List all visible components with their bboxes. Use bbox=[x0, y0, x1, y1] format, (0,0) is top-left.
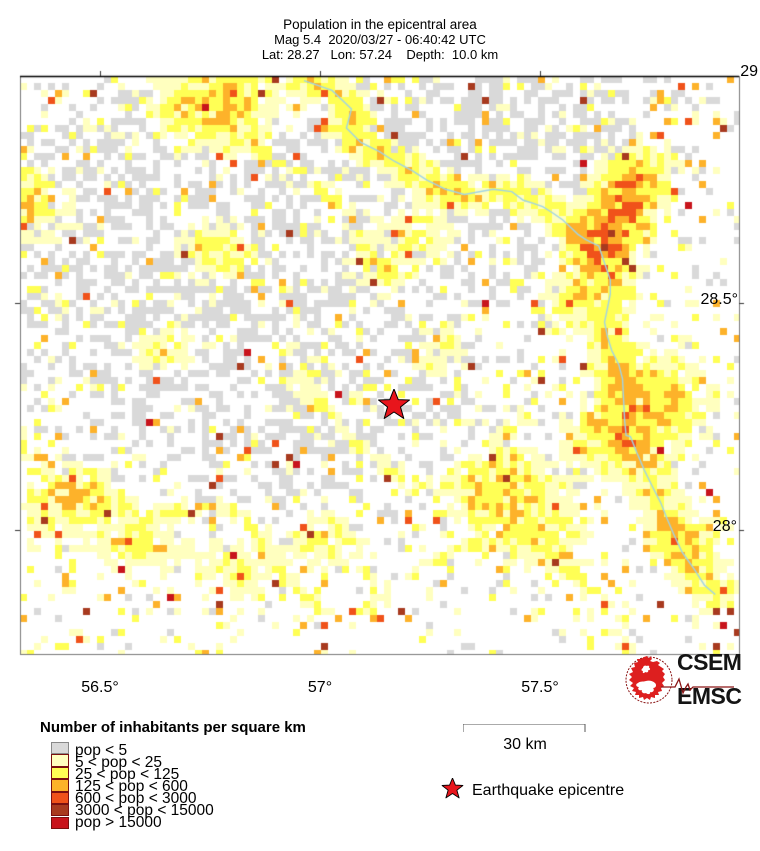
svg-text:CSEM: CSEM bbox=[677, 649, 741, 675]
